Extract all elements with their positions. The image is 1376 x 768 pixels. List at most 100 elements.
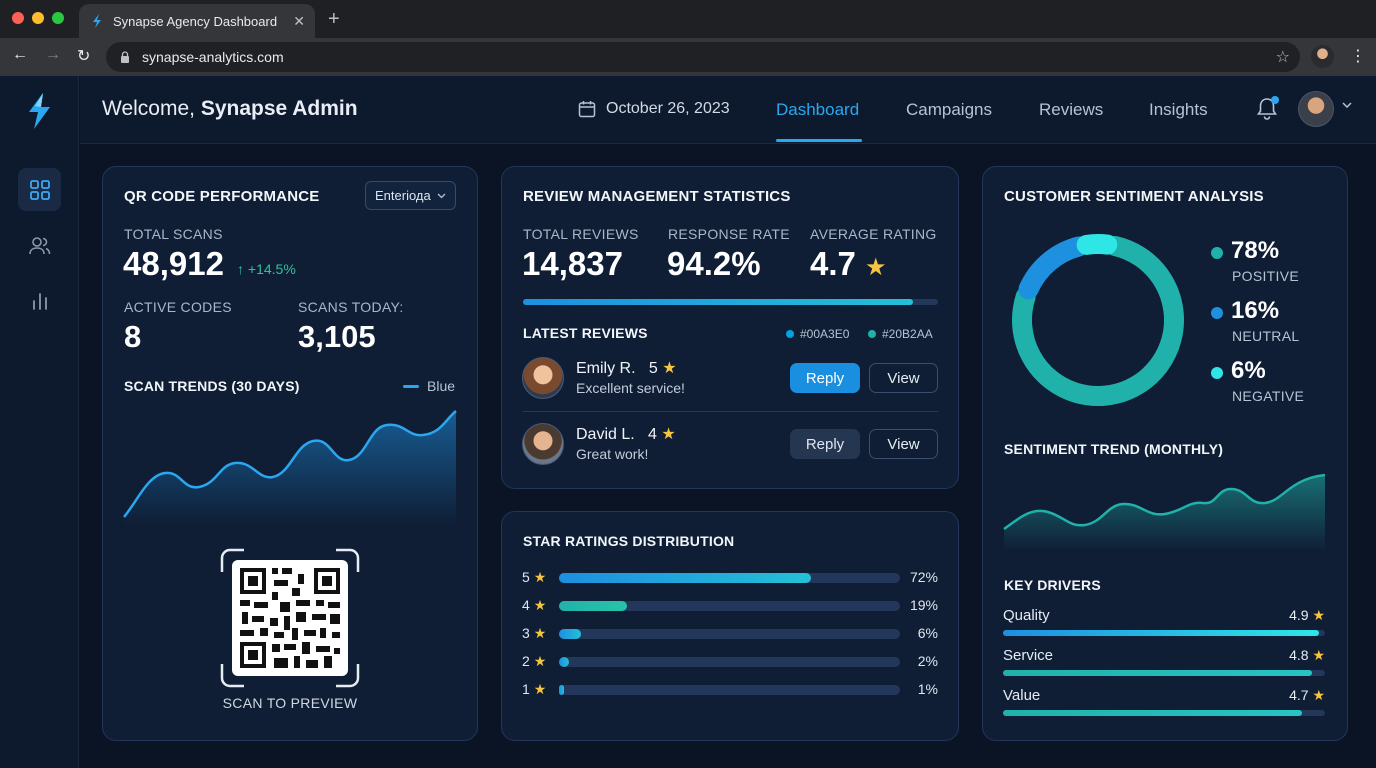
response-rate-value: 94.2%: [667, 245, 761, 282]
driver-name: Quality: [1003, 607, 1050, 624]
sentiment-pct: 16%: [1231, 297, 1280, 324]
rating-label: 2 ★: [522, 653, 547, 669]
notification-badge: [1271, 96, 1279, 104]
response-progress-fill: [523, 299, 914, 305]
date-display[interactable]: October 26, 2023: [578, 100, 730, 118]
review-card-title: REVIEW MANAGEMENT STATISTICS: [523, 188, 791, 205]
user-avatar[interactable]: [1298, 91, 1334, 127]
back-arrow-icon[interactable]: ←: [12, 46, 28, 63]
driver-track: [1003, 710, 1325, 716]
scan-trend-chart: [123, 410, 457, 525]
reviewer-avatar: [522, 423, 564, 465]
nav-insights[interactable]: Insights: [1149, 100, 1208, 119]
rating-track: [559, 601, 900, 611]
nav-campaigns[interactable]: Campaigns: [906, 100, 992, 119]
date-text: October 26, 2023: [606, 100, 730, 117]
review-text: Great work!: [576, 446, 649, 462]
star-icon: ★: [661, 426, 676, 443]
minimize-window-button[interactable]: [32, 12, 44, 24]
synapse-logo-icon[interactable]: [24, 92, 54, 130]
legend-label: #20B2AA: [882, 327, 933, 341]
browser-menu-icon[interactable]: ⋮: [1350, 48, 1366, 65]
browser-chrome: Synapse Agency Dashboard ✕ + ← → ↻ synap…: [0, 0, 1376, 76]
rating-row: 3 ★ 6%: [522, 625, 938, 641]
key-driver-row: Service 4.8 ★: [1003, 647, 1325, 681]
rating-track: [559, 685, 900, 695]
average-rating-value: 4.7 ★: [810, 245, 887, 282]
sidebar-item-dashboard[interactable]: [18, 168, 61, 211]
tab-title: Synapse Agency Dashboard: [113, 13, 278, 29]
sidebar-item-users[interactable]: [18, 224, 61, 267]
donut-slice-negative: [1076, 234, 1118, 255]
driver-name: Value: [1003, 687, 1041, 704]
total-reviews-value: 14,837: [522, 245, 623, 282]
top-header: Welcome, Synapse Admin October 26, 2023 …: [80, 76, 1376, 144]
driver-value: 4.8 ★: [1289, 647, 1325, 663]
star-icon: ★: [1312, 687, 1325, 703]
new-tab-button[interactable]: +: [328, 8, 340, 30]
bookmark-star-icon[interactable]: ☆: [1275, 49, 1290, 66]
star-ratings-card: STAR RATINGS DISTRIBUTION 5 ★ 72% 4 ★ 19% 3 …: [501, 511, 959, 741]
sentiment-label: NEUTRAL: [1232, 328, 1300, 344]
reply-button[interactable]: Reply: [790, 429, 860, 459]
qr-code[interactable]: [220, 548, 360, 688]
scan-trends-title: SCAN TRENDS (30 DAYS): [124, 378, 300, 394]
sidebar-item-analytics[interactable]: [18, 279, 61, 322]
driver-track: [1003, 670, 1325, 676]
browser-tab[interactable]: Synapse Agency Dashboard ✕: [79, 4, 315, 38]
rating-fill: [559, 601, 628, 611]
reviewer-avatar: [522, 357, 564, 399]
nav-reviews[interactable]: Reviews: [1039, 100, 1104, 119]
sentiment-analysis-card: CUSTOMER SENTIMENT ANALYSIS 78% POSITIVE…: [982, 166, 1348, 741]
rating-row: 4 ★ 19%: [522, 597, 938, 613]
star-icon: ★: [1312, 607, 1325, 623]
rating-percent: 72%: [909, 569, 938, 585]
rating-row: 2 ★ 2%: [522, 653, 938, 669]
total-scans-label: TOTAL SCANS: [124, 226, 223, 242]
address-row: ← → ↻ synapse-analytics.com ☆: [0, 38, 1376, 76]
rating-row: 5 ★ 72%: [522, 569, 938, 585]
star-icon: ★: [533, 625, 547, 641]
window-controls: [12, 12, 64, 24]
sentiment-trend-area: [1004, 475, 1325, 551]
star-icon: ★: [662, 360, 677, 377]
view-button[interactable]: View: [869, 429, 938, 459]
scans-today-label: SCANS TODAY:: [298, 299, 404, 315]
bar-chart-icon: [32, 292, 47, 310]
legend-dot: [868, 330, 876, 338]
driver-track: [1003, 630, 1325, 636]
address-bar[interactable]: synapse-analytics.com ☆: [106, 42, 1300, 72]
notification-bell-icon[interactable]: [1256, 96, 1278, 120]
tab-close-icon[interactable]: ✕: [293, 12, 305, 29]
driver-value: 4.7 ★: [1289, 687, 1325, 703]
rating-row: 1 ★ 1%: [522, 681, 938, 697]
legend-item-secondary: #20B2AA: [868, 327, 933, 341]
browser-profile-avatar[interactable]: [1311, 45, 1334, 68]
average-rating-label: AVERAGE RATING: [810, 226, 937, 242]
nav-dashboard[interactable]: Dashboard: [776, 100, 860, 119]
reviewer-name: Emily R. 5 ★: [576, 360, 677, 377]
reload-icon[interactable]: ↻: [77, 48, 91, 65]
period-select[interactable]: Enteriода: [365, 181, 456, 210]
rating-fill: [559, 685, 565, 695]
maximize-window-button[interactable]: [52, 12, 64, 24]
response-progress-track: [523, 299, 938, 305]
close-window-button[interactable]: [12, 12, 24, 24]
rating-track: [559, 657, 900, 667]
sentiment-label: POSITIVE: [1232, 268, 1299, 284]
sentiment-pct: 6%: [1231, 357, 1266, 384]
url-text: synapse-analytics.com: [142, 49, 284, 65]
rating-percent: 6%: [917, 625, 938, 641]
total-scans-value: 48,912: [123, 245, 224, 282]
star-icon: ★: [533, 681, 547, 697]
active-codes-value: 8: [124, 319, 142, 354]
chevron-down-icon: [437, 193, 446, 199]
legend-dot: [1211, 367, 1223, 379]
view-button[interactable]: View: [869, 363, 938, 393]
forward-arrow-icon[interactable]: →: [45, 46, 61, 63]
scan-trend-area: [124, 411, 456, 525]
active-codes-label: ACTIVE CODES: [124, 299, 232, 315]
reply-button[interactable]: Reply: [790, 363, 860, 393]
reviewer-name: David L. 4 ★: [576, 426, 676, 443]
chevron-down-icon[interactable]: [1342, 102, 1352, 108]
